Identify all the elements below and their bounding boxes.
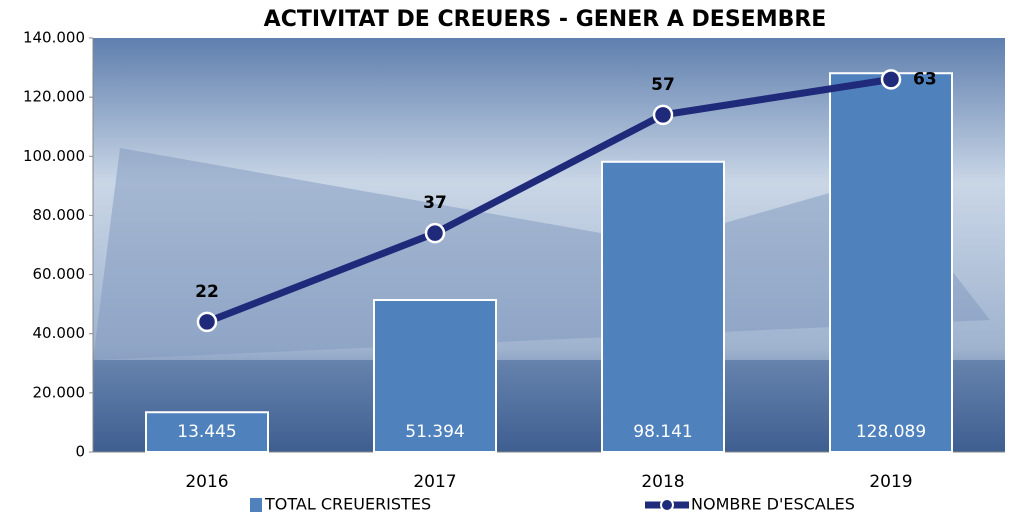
line-value-label: 63 (913, 69, 937, 89)
y-tick-label: 60.000 (33, 265, 86, 283)
line-value-label: 22 (195, 282, 219, 302)
bar-value-label: 128.089 (856, 422, 926, 442)
ship-silhouette (93, 148, 990, 360)
y-tick-label: 20.000 (33, 383, 86, 401)
y-tick-label: 140.000 (23, 29, 85, 47)
line-value-label: 57 (651, 75, 675, 95)
line-marker (652, 104, 674, 126)
bar (601, 160, 725, 453)
bar (373, 299, 497, 453)
line-marker (196, 311, 218, 333)
bar-value-label: 13.445 (177, 422, 236, 442)
bar-value-label: 98.141 (633, 422, 692, 442)
legend-label: NOMBRE D'ESCALES (691, 495, 855, 514)
x-tick-label: 2019 (869, 472, 912, 492)
line-marker (880, 69, 902, 90)
y-tick-label: 80.000 (33, 206, 86, 224)
line-value-label: 37 (423, 193, 447, 213)
bar (829, 72, 953, 453)
y-tick-label: 120.000 (23, 88, 85, 106)
legend-label: TOTAL CREUERISTES (264, 495, 431, 514)
legend-marker (660, 498, 674, 512)
y-tick-label: 40.000 (33, 324, 86, 342)
legend-swatch (250, 498, 262, 512)
line-marker (424, 222, 446, 244)
bar (145, 411, 269, 453)
y-tick-label: 0 (75, 443, 85, 461)
chart-title: ACTIVITAT DE CREUERS - GENER A DESEMBRE (264, 7, 827, 32)
x-tick-label: 2016 (185, 472, 228, 492)
x-tick-label: 2017 (413, 472, 456, 492)
line (205, 75, 892, 326)
y-tick-label: 100.000 (23, 147, 85, 165)
bar-value-label: 51.394 (405, 422, 464, 442)
x-tick-label: 2018 (641, 472, 684, 492)
